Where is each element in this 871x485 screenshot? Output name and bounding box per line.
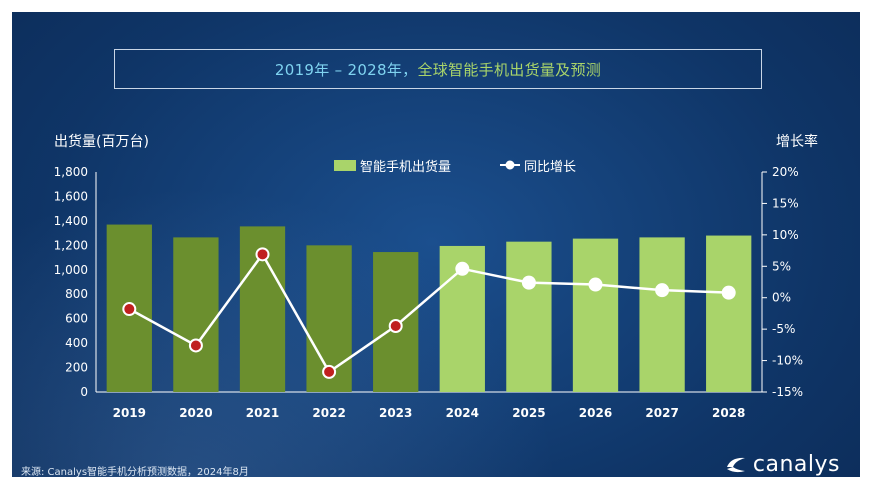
x-tick-label: 2028 [712, 406, 745, 420]
y2-tick-label: 15% [772, 196, 799, 210]
y2-axis-title: 增长率 [776, 133, 818, 150]
growth-point-2027 [655, 283, 670, 298]
y-tick-label: 200 [65, 361, 88, 375]
y-tick-label: 1,600 [54, 189, 88, 203]
y2-tick-label: 5% [772, 259, 791, 273]
y-axis-title: 出货量(百万台) [54, 133, 149, 150]
chart-title-part-b: 全球智能手机出货量及预测 [417, 60, 602, 79]
y-tick-label: 400 [65, 336, 88, 350]
y-tick-label: 600 [65, 312, 88, 326]
bar-2027 [639, 237, 685, 392]
growth-point-2026 [588, 277, 603, 292]
x-tick-label: 2020 [179, 406, 212, 420]
y-tick-label: 1,200 [54, 238, 88, 252]
source-note: 来源: Canalys智能手机分析预测数据，2024年8月 [21, 467, 249, 477]
y-tick-label: 1,000 [54, 263, 88, 277]
y-tick-label: 1,400 [54, 214, 88, 228]
growth-point-2024 [455, 261, 470, 276]
chart-svg: 出货量(百万台) 增长率 智能手机出货量 同比增长 1,800 1,600 1,40… [54, 133, 818, 420]
legend-bar-swatch [334, 160, 356, 171]
x-tick-label: 2023 [379, 406, 412, 420]
canalys-logo: canalys [725, 452, 840, 477]
growth-point-2023 [388, 319, 403, 333]
growth-line [128, 252, 729, 374]
x-tick-label: 2027 [645, 406, 678, 420]
growth-point-2025 [521, 275, 536, 290]
x-tick-label: 2024 [446, 406, 479, 420]
bar-2026 [572, 238, 619, 392]
legend: 智能手机出货量 同比增长 [334, 159, 576, 175]
x-tick-label: 2026 [579, 406, 612, 420]
y-tick-label: 1,800 [54, 165, 88, 179]
chart-title: 2019年 – 2028年， 全球智能手机出货量及预测 [114, 49, 762, 89]
y2-tick-label: 0% [772, 291, 791, 305]
growth-point-2028 [721, 285, 736, 300]
y2-tick-label: 10% [772, 228, 799, 242]
canalys-logo-text: canalys [752, 452, 840, 477]
y2-tick-label: -5% [772, 322, 795, 336]
bar-2028 [706, 235, 752, 392]
growth-point-2022 [322, 364, 337, 379]
y2-tick-label: -10% [772, 354, 803, 368]
y-tick-label: 0 [80, 385, 88, 399]
y2-tick-label: 20% [772, 165, 799, 179]
growth-point-2020 [188, 338, 203, 353]
legend-line-marker [505, 160, 515, 170]
bar-2020 [173, 237, 219, 392]
chart-panel: 2019年 – 2028年， 全球智能手机出货量及预测 出货量(百万台) 增长率 … [12, 12, 860, 477]
legend-bar-label: 智能手机出货量 [360, 159, 451, 175]
x-tick-label: 2022 [312, 406, 345, 420]
chart-title-part-a: 2019年 – 2028年， [274, 60, 418, 79]
legend-line-label: 同比增长 [524, 160, 576, 175]
x-tick-label: 2025 [512, 406, 545, 420]
y2-tick-label: -15% [772, 385, 803, 399]
bar-2025 [506, 241, 552, 392]
x-tick-label: 2021 [246, 406, 279, 420]
x-tick-label: 2019 [113, 406, 146, 420]
growth-point-2019 [122, 302, 137, 317]
y-tick-label: 800 [65, 287, 88, 301]
canalys-logo-icon [726, 457, 745, 472]
growth-point-2021 [255, 247, 270, 262]
